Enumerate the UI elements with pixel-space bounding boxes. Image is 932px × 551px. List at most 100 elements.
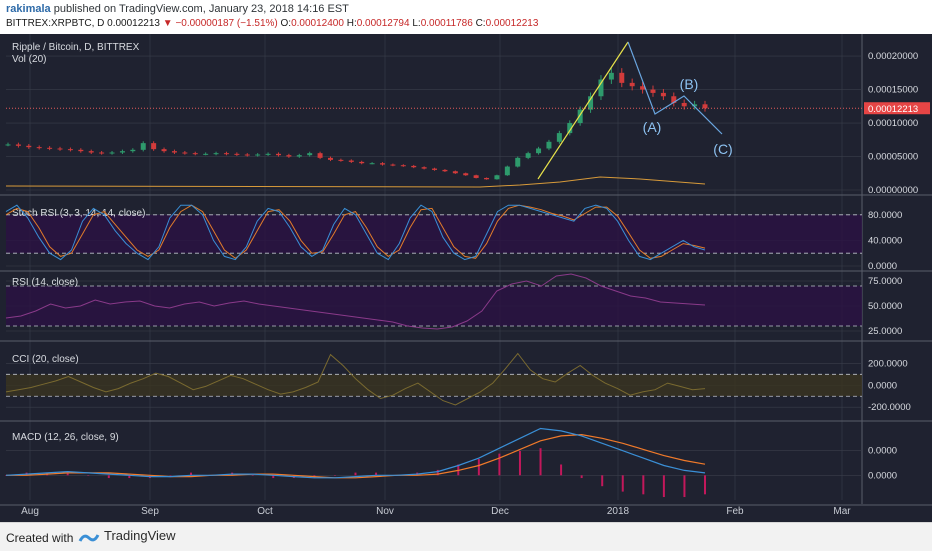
y-tick-label: 200.0000 xyxy=(868,358,908,369)
candle-body xyxy=(588,96,594,110)
candle-body xyxy=(442,169,448,172)
candle-body xyxy=(650,89,656,93)
macd-histogram-bar xyxy=(272,475,275,479)
wave-annotation: (A) xyxy=(643,119,662,135)
candle-body xyxy=(88,151,94,153)
candle-body xyxy=(47,147,53,149)
macd-histogram-bar xyxy=(87,475,90,476)
close-label: C: xyxy=(475,18,486,29)
pane-title: Ripple / Bitcoin, D, BITTREX xyxy=(12,42,140,53)
chart-area[interactable]: Aug Sep Oct Nov Dec 2018 Feb Mar 0.00000000 0.000… xyxy=(0,34,932,522)
last-price: 0.00012213 xyxy=(107,18,160,29)
candle-body xyxy=(556,133,562,142)
candle-body xyxy=(702,104,708,109)
symbol-label: BITTREX:XRPBTC, D xyxy=(6,18,105,29)
pane-title: CCI (20, close) xyxy=(12,354,79,365)
candle-body xyxy=(78,149,84,152)
candle-body xyxy=(681,102,687,107)
candle-body xyxy=(598,79,604,97)
y-tick-label: 0.0000 xyxy=(868,380,897,391)
candle-body xyxy=(223,153,229,155)
macd-histogram-bar xyxy=(580,475,583,479)
pane-title: Stoch RSI (3, 3, 14, 14, close) xyxy=(12,208,145,219)
stoch-k-line xyxy=(5,204,706,261)
candle-body xyxy=(359,161,365,164)
macd-line xyxy=(5,427,706,479)
candle-body xyxy=(234,153,240,155)
ohlc-line: BITTREX:XRPBTC, D 0.00012213 ▼ −0.000001… xyxy=(6,18,538,29)
y-tick-label: 75.0000 xyxy=(868,276,902,287)
y-tick-label: 0.0000 xyxy=(868,261,897,272)
y-tick-label: 80.0000 xyxy=(868,210,902,221)
y-tick-label: 0.00005000 xyxy=(868,152,918,163)
candle-body xyxy=(629,82,635,87)
candle-body xyxy=(671,96,677,103)
candle-body xyxy=(608,72,614,80)
candle-body xyxy=(67,149,73,151)
x-tick-label: Nov xyxy=(376,506,394,517)
candle-body xyxy=(546,141,552,149)
candle-body xyxy=(317,153,323,158)
candle-body xyxy=(432,168,438,170)
candle-body xyxy=(244,154,250,156)
candle-body xyxy=(640,86,646,90)
candle-body xyxy=(463,173,469,176)
y-tick-label: 0.0000 xyxy=(868,470,897,481)
y-tick-label: 50.0000 xyxy=(868,301,902,312)
x-tick-label: Feb xyxy=(726,506,744,517)
pane-subtitle: Vol (20) xyxy=(12,54,46,65)
candle-body xyxy=(484,177,490,180)
y-tick-label: 0.00010000 xyxy=(868,118,918,129)
volume-ma-line xyxy=(5,176,706,188)
macd-histogram-bar xyxy=(683,475,686,498)
cci-line xyxy=(5,352,706,406)
y-tick-label: 40.0000 xyxy=(868,235,902,246)
candle-body xyxy=(286,155,292,157)
macd-histogram-bar xyxy=(518,450,521,476)
macd-histogram-bar xyxy=(621,475,624,492)
candle-body xyxy=(692,104,698,107)
close-value: 0.00012213 xyxy=(485,18,539,29)
x-tick-label: Sep xyxy=(141,506,159,517)
macd-histogram-bar xyxy=(190,472,193,476)
open-value: 0.00012400 xyxy=(291,18,344,29)
candle-body xyxy=(504,166,510,176)
candle-body xyxy=(255,154,261,156)
candle-body xyxy=(411,165,417,168)
brand-name[interactable]: TradingView xyxy=(104,528,176,543)
macd-histogram-bar xyxy=(128,475,131,479)
low-label: L: xyxy=(412,18,421,29)
candle-body xyxy=(5,144,11,146)
price-change: ▼ −0.00000187 (−1.51%) xyxy=(162,18,278,29)
candle-body xyxy=(140,143,146,150)
candle-body xyxy=(15,144,21,146)
candle-body xyxy=(421,167,427,169)
publish-info: published on TradingView.com, January 23… xyxy=(53,3,349,15)
candle-body xyxy=(130,149,136,152)
rsi-line xyxy=(5,273,706,330)
footer-bar: Created with TradingView xyxy=(0,522,932,551)
candle-body xyxy=(182,152,188,154)
macd-histogram-bar xyxy=(539,448,542,476)
last-price-label: 0.00012213 xyxy=(868,104,918,115)
candle-body xyxy=(171,151,177,153)
candle-body xyxy=(348,160,354,162)
candle-body xyxy=(515,157,521,167)
candle-body xyxy=(213,153,219,155)
candle-body xyxy=(400,165,406,167)
indicator-band xyxy=(6,374,862,397)
author-name[interactable]: rakimala xyxy=(6,3,51,15)
candle-body xyxy=(619,72,625,83)
candle-body xyxy=(327,157,333,160)
macd-histogram-bar xyxy=(169,475,172,476)
indicator-band xyxy=(6,286,862,326)
publish-line: rakimala published on TradingView.com, J… xyxy=(6,3,349,15)
x-tick-label: Oct xyxy=(257,506,273,517)
x-tick-label: Aug xyxy=(21,506,39,517)
candle-body xyxy=(525,153,531,158)
candle-body xyxy=(275,153,281,156)
candle-body xyxy=(203,153,209,155)
created-with-label: Created with xyxy=(6,531,74,545)
stoch-d-line xyxy=(5,204,706,259)
candle-body xyxy=(99,152,105,154)
